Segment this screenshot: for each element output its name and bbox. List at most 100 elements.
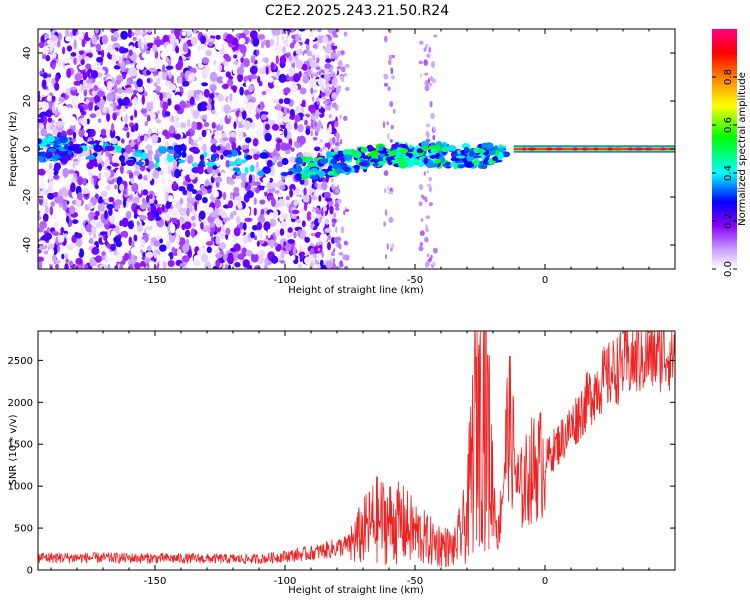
spectrogram-noise-cell xyxy=(340,50,345,55)
spectrogram-noise-cell xyxy=(173,133,182,139)
x-tick-label: -100 xyxy=(274,576,297,587)
spectrogram-noise-cell xyxy=(222,137,229,142)
spectrogram-noise-cell xyxy=(51,95,56,101)
spectrogram-noise-cell xyxy=(325,58,332,63)
spectrogram-noise-cell xyxy=(67,169,76,174)
spectrogram-noise-cell xyxy=(214,98,218,103)
spectrogram-signal-cell xyxy=(68,141,74,146)
spectrogram-noise-cell xyxy=(199,210,206,220)
spectrogram-noise-cell xyxy=(38,256,45,262)
spectrogram-noise-cell xyxy=(89,113,97,119)
spectrogram-noise-cell xyxy=(155,234,162,240)
spectrogram-noise-cell xyxy=(222,83,229,90)
spectrogram-noise-cell xyxy=(165,57,170,63)
spectrogram-noise-cell xyxy=(136,220,140,226)
spectrogram-noise-cell xyxy=(243,235,249,244)
spectrogram-noise-cell xyxy=(93,215,99,220)
spectrogram-noise-cell xyxy=(129,172,134,179)
spectrogram-noise-cell xyxy=(299,87,307,95)
spectrogram-noise-cell xyxy=(118,56,123,64)
spectrogram-noise-cell xyxy=(62,57,70,64)
spectrogram-noise-cell xyxy=(69,205,76,215)
spectrogram-noise-cell xyxy=(112,251,119,256)
spectrogram-noise-cell xyxy=(120,165,124,175)
spectrogram-noise-cell xyxy=(289,115,296,120)
spectrogram-noise-cell xyxy=(63,233,68,239)
spectrogram-noise-cell xyxy=(311,195,318,200)
spectrogram-noise-cell xyxy=(93,175,97,186)
spectrogram-noise-cell xyxy=(200,35,207,44)
spectrogram-noise-cell xyxy=(275,142,281,152)
spectrogram-noise-cell xyxy=(131,32,135,37)
spectrogram-noise-cell xyxy=(294,121,298,130)
spectrogram-noise-cell xyxy=(152,169,160,179)
spectrogram-noise-cell xyxy=(101,251,106,256)
spectrogram-noise-cell xyxy=(215,130,222,137)
spectrogram-signal-cell xyxy=(387,157,393,166)
spectrogram-noise-cell xyxy=(331,252,335,257)
spectrogram-noise-cell xyxy=(196,29,205,32)
spectrogram-noise-cell xyxy=(182,42,189,53)
spectrogram-noise-cell xyxy=(387,59,392,66)
spectrogram-noise-cell xyxy=(129,45,134,50)
spectrogram-noise-cell xyxy=(107,257,114,263)
spectrogram-noise-cell xyxy=(122,189,127,195)
spectrogram-noise-cell xyxy=(386,243,389,250)
figure-title: C2E2.2025.243.21.50.R24 xyxy=(265,3,449,19)
spectrogram-noise-cell xyxy=(72,219,79,225)
spectrogram-noise-cell xyxy=(324,63,332,69)
spectrogram-noise-cell xyxy=(56,195,64,204)
spectrogram-noise-cell xyxy=(100,128,107,136)
spectrogram-noise-cell xyxy=(314,146,321,152)
spectrogram-noise-cell xyxy=(278,192,283,198)
spectrogram-noise-cell xyxy=(213,59,217,66)
spectrogram-noise-cell xyxy=(336,50,342,57)
spectrogram-noise-cell xyxy=(226,217,231,222)
spectrogram-noise-cell xyxy=(140,107,148,114)
spectrogram-noise-cell xyxy=(242,110,247,120)
spectrogram-noise-cell xyxy=(246,94,253,100)
spectrogram-noise-cell xyxy=(325,260,334,269)
spectrogram-noise-cell xyxy=(301,99,306,107)
spectrogram-noise-cell xyxy=(430,112,435,120)
spectrogram-noise-cell xyxy=(263,264,268,269)
spectrogram-signal-cell xyxy=(370,147,376,152)
spectrogram-noise-cell xyxy=(311,29,316,32)
spectrogram-noise-cell xyxy=(106,203,114,210)
spectrogram-noise-cell xyxy=(73,80,81,86)
spectrogram-noise-cell xyxy=(418,246,424,252)
spectrogram-noise-cell xyxy=(225,33,234,44)
spectrogram-signal-cell xyxy=(461,158,468,162)
spectrogram-signal-cell xyxy=(407,160,413,165)
spectrogram-noise-cell xyxy=(214,176,223,183)
spectrogram-signal-cell xyxy=(417,161,425,167)
spectrogram-noise-cell xyxy=(113,83,118,92)
spectrogram-noise-cell xyxy=(137,210,143,216)
spectrogram-noise-cell xyxy=(339,243,342,250)
spectrogram-noise-cell xyxy=(212,266,218,269)
spectrogram-noise-cell xyxy=(46,226,50,233)
spectrogram-noise-cell xyxy=(130,125,136,133)
spectrogram-noise-cell xyxy=(246,190,255,199)
spectrogram-noise-cell xyxy=(296,218,302,223)
spectrogram-noise-cell xyxy=(170,29,174,34)
spectrogram-signal-cell xyxy=(236,158,242,165)
spectrogram-noise-cell xyxy=(164,120,170,128)
y-tick-label: 2500 xyxy=(8,356,33,367)
spectrogram-noise-cell xyxy=(386,121,389,126)
spectrogram-noise-cell xyxy=(132,36,137,41)
spectrogram-noise-cell xyxy=(330,177,334,183)
spectrogram-noise-cell xyxy=(276,161,284,168)
spectrogram-signal-cell xyxy=(191,162,198,168)
spectrogram-signal-cell xyxy=(51,154,61,160)
spectrogram-noise-cell xyxy=(272,71,278,76)
spectrogram-noise-cell xyxy=(152,112,156,121)
spectrogram-noise-cell xyxy=(73,57,77,65)
spectrogram-noise-cell xyxy=(81,117,88,126)
y-tick-label: 1000 xyxy=(8,482,33,493)
spectrogram-noise-cell xyxy=(420,218,424,222)
spectrogram-noise-cell xyxy=(331,222,336,228)
spectrogram-noise-cell xyxy=(310,232,316,237)
spectrogram-noise-cell xyxy=(323,42,327,47)
spectrogram-noise-cell xyxy=(327,234,332,241)
